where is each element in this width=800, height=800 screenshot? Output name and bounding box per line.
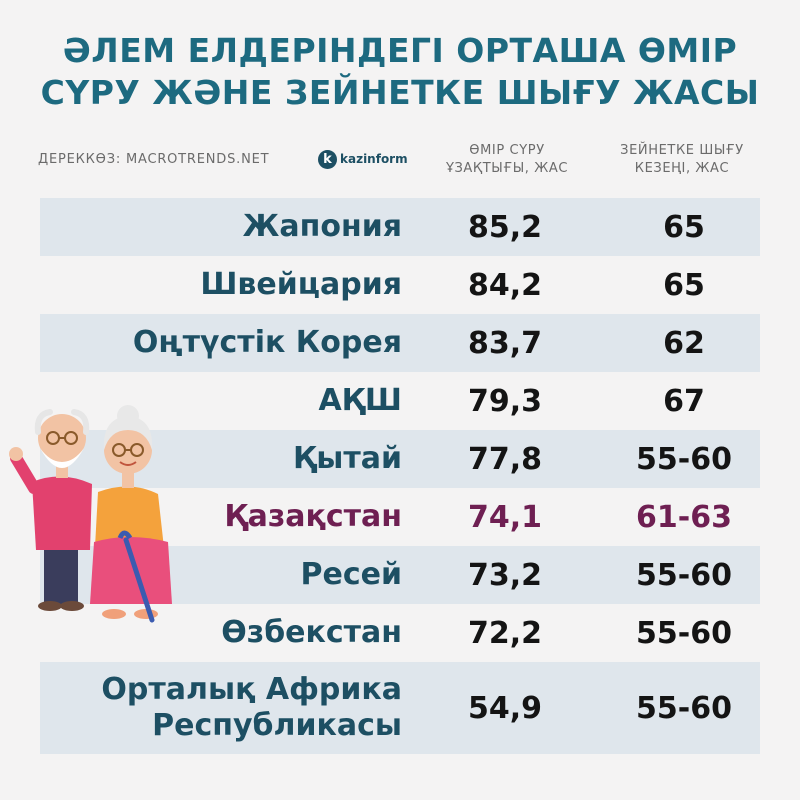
retirement-age-value: 67 (663, 383, 705, 419)
kazinform-logo: k kazinform (318, 148, 408, 170)
country-name: АҚШ (318, 383, 402, 418)
data-table: Жапония 85,2 65 Швейцария 84,2 65 Оңтүст… (40, 198, 760, 754)
country-name: Оңтүстік Корея (132, 325, 402, 360)
life-expectancy-value: 54,9 (467, 690, 543, 726)
life-expectancy-value: 83,7 (467, 325, 543, 361)
table-row: Оңтүстік Корея 83,7 62 (40, 314, 760, 372)
retirement-age-value: 55-60 (636, 441, 732, 477)
title-line-1: ӘЛЕМ ЕЛДЕРІНДЕГІ ОРТАША ӨМІР (62, 31, 738, 70)
table-row: Қытай 77,8 55-60 (40, 430, 760, 488)
logo-text: kazinform (340, 152, 408, 166)
logo-circle-icon: k (318, 149, 337, 169)
life-expectancy-value: 77,8 (467, 441, 543, 477)
table-row: Орталық Африка Республикасы 54,9 55-60 (40, 662, 760, 754)
grandma-figure (90, 405, 172, 623)
retirement-age-value: 61-63 (636, 499, 732, 535)
country-name: Ресей (300, 557, 402, 592)
life-expectancy-value: 72,2 (467, 615, 543, 651)
source-label: ДЕРЕККӨЗ: MACROTRENDS.NET (38, 152, 270, 167)
life-expectancy-value: 74,1 (467, 499, 543, 535)
table-row: Жапония 85,2 65 (40, 198, 760, 256)
title-line-2: СҮРУ ЖӘНЕ ЗЕЙНЕТКЕ ШЫҒУ ЖАСЫ (40, 73, 760, 112)
country-name: Қытай (292, 441, 402, 476)
retirement-age-value: 65 (663, 209, 705, 245)
retirement-age-value: 55-60 (636, 690, 732, 726)
grandpa-figure (9, 409, 92, 611)
retirement-age-value: 65 (663, 267, 705, 303)
country-name: Орталық Африка Республикасы (101, 672, 402, 743)
retirement-age-value: 55-60 (636, 557, 732, 593)
retirement-age-value: 55-60 (636, 615, 732, 651)
life-expectancy-value: 85,2 (467, 209, 543, 245)
country-name: Қазақстан (224, 499, 402, 534)
life-expectancy-value: 73,2 (467, 557, 543, 593)
column-header-life-expectancy: ӨМІР СҮРУ ҰЗАҚТЫҒЫ, ЖАС (445, 143, 569, 176)
table-row: АҚШ 79,3 67 (40, 372, 760, 430)
table-row: Швейцария 84,2 65 (40, 256, 760, 314)
country-name: Швейцария (200, 267, 402, 302)
column-header-retirement-age: ЗЕЙНЕТКЕ ШЫҒУ КЕЗЕҢІ, ЖАС (620, 143, 744, 176)
table-row-kazakhstan: Қазақстан 74,1 61-63 (40, 488, 760, 546)
life-expectancy-value: 79,3 (467, 383, 543, 419)
table-row: Өзбекстан 72,2 55-60 (40, 604, 760, 662)
retirement-age-value: 62 (663, 325, 705, 361)
elderly-couple-icon (9, 405, 172, 623)
page-title: ӘЛЕМ ЕЛДЕРІНДЕГІ ОРТАША ӨМІР СҮРУ ЖӘНЕ З… (0, 30, 800, 114)
country-name: Жапония (242, 209, 402, 244)
life-expectancy-value: 84,2 (467, 267, 543, 303)
country-name: Өзбекстан (221, 615, 402, 650)
